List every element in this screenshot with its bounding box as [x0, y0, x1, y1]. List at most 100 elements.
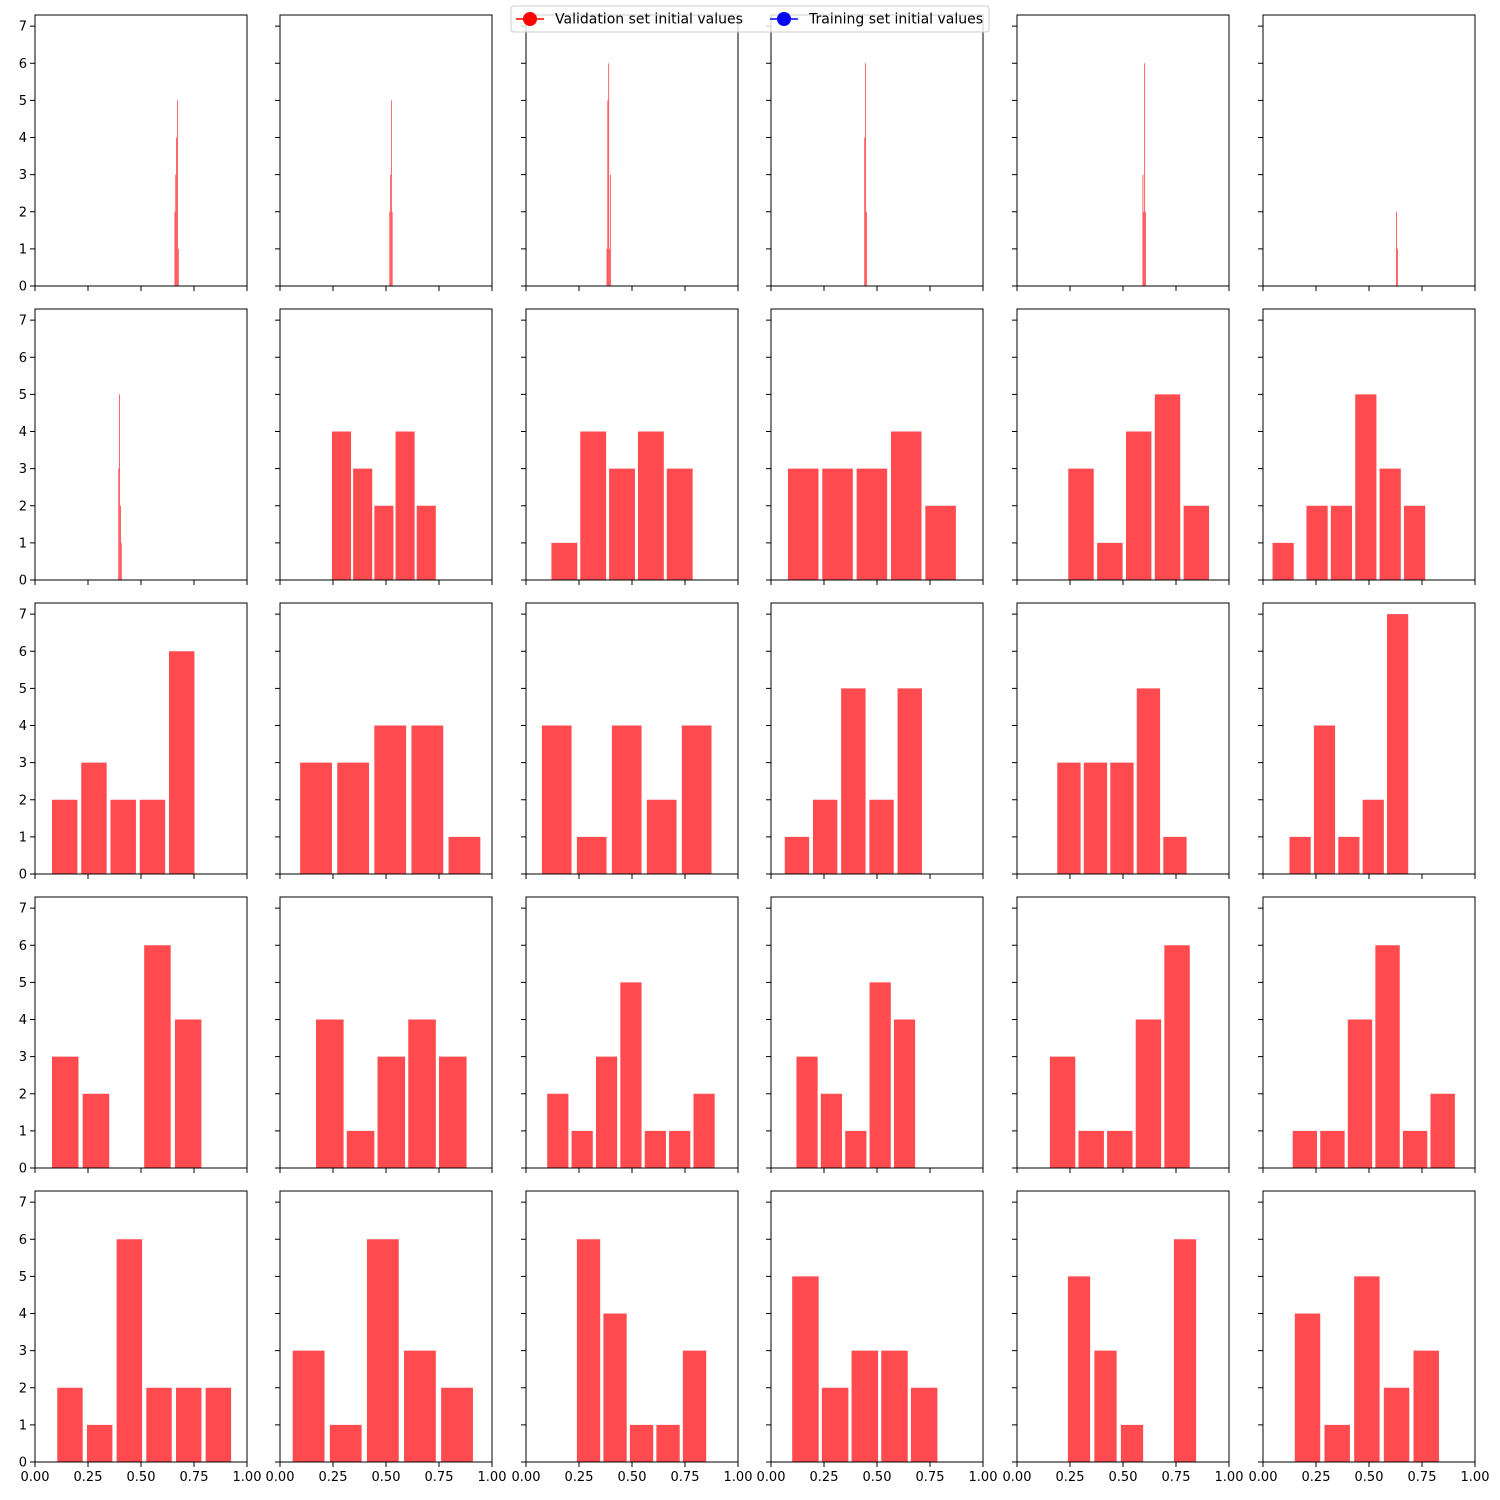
histogram-bar [1145, 211, 1146, 286]
histogram-bar [175, 174, 177, 286]
histogram-bar [608, 63, 610, 287]
histogram-bar [168, 651, 195, 874]
histogram-bar [851, 1350, 879, 1462]
histogram-bar [1396, 211, 1397, 286]
histogram-bar [1330, 505, 1353, 580]
y-tick-label: 2 [19, 205, 27, 220]
histogram-bar [1068, 468, 1094, 580]
subplot-r3-c6 [1258, 602, 1476, 879]
histogram-bar [865, 211, 867, 286]
subplot-r2-c6 [1258, 308, 1476, 585]
histogram-bar [389, 211, 391, 286]
histogram-bar [1107, 1130, 1133, 1168]
histogram-bar [603, 1313, 627, 1462]
histogram-bar [416, 505, 436, 580]
y-tick-label: 3 [19, 1050, 27, 1065]
histogram-bar [606, 248, 608, 286]
histogram-bar [784, 836, 810, 874]
histogram-bar [821, 1387, 849, 1462]
x-tick-label: 0.00 [21, 1470, 50, 1485]
y-tick-label: 3 [19, 1344, 27, 1359]
subplot-r4-c4 [766, 896, 984, 1173]
y-tick-label: 4 [19, 719, 27, 734]
histogram-bar [1313, 725, 1336, 874]
histogram-bar [864, 137, 866, 286]
x-tick-label: 0.75 [1162, 1470, 1191, 1485]
y-tick-label: 6 [19, 1233, 27, 1248]
y-tick-label: 1 [19, 242, 27, 257]
histogram-bar [1362, 799, 1384, 874]
histogram-bar [57, 1387, 83, 1462]
histogram-bar [329, 1424, 362, 1462]
histogram-bar [448, 836, 481, 874]
subplot-r3-c5 [1012, 602, 1230, 879]
histogram-bar [390, 174, 392, 286]
x-tick-label: 0.25 [319, 1470, 348, 1485]
x-tick-label: 0.25 [74, 1470, 103, 1485]
histogram-bar [337, 762, 370, 874]
y-tick-label: 2 [19, 1381, 27, 1396]
x-tick-label: 1.00 [724, 1470, 753, 1485]
histogram-bar [1403, 505, 1426, 580]
x-tick-label: 0.25 [1302, 1470, 1331, 1485]
histogram-bar [1125, 431, 1152, 580]
histogram-bar [890, 431, 922, 580]
histogram-bar [1402, 1130, 1428, 1168]
histogram-bar [576, 836, 607, 874]
y-tick-label: 3 [19, 462, 27, 477]
histogram-bar [408, 1019, 436, 1168]
x-tick-label: 0.75 [1408, 1470, 1437, 1485]
y-tick-label: 4 [19, 425, 27, 440]
histogram-bar [1375, 945, 1400, 1168]
x-tick-label: 0.25 [565, 1470, 594, 1485]
histogram-bar [1110, 762, 1134, 874]
subplot-r5-c5: 0.00 0.25 0.50 0.75 1.00 [1003, 1190, 1243, 1485]
histogram-bar [869, 982, 891, 1168]
histogram-bar [1383, 1387, 1410, 1462]
histogram-bar [1136, 688, 1161, 874]
x-tick-label: 0.50 [618, 1470, 647, 1485]
histogram-bar [1078, 1130, 1104, 1168]
y-tick-label: 5 [19, 682, 27, 697]
y-tick-label: 6 [19, 645, 27, 660]
histogram-bar [374, 725, 407, 874]
histogram-bar [1292, 1130, 1318, 1168]
histogram-bar [607, 100, 609, 286]
histogram-bar [1144, 63, 1146, 287]
y-tick-label: 2 [19, 1087, 27, 1102]
y-tick-label: 1 [19, 1124, 27, 1139]
legend-label-validation: Validation set initial values [555, 12, 743, 28]
histogram-bar [551, 542, 578, 580]
histogram-bar [177, 100, 178, 286]
subplot-r3-c2 [275, 602, 493, 879]
histogram-bar [1154, 394, 1181, 580]
histogram-bar [1142, 174, 1144, 286]
histogram-bar [391, 211, 393, 286]
histogram-bar [1135, 1019, 1162, 1168]
histogram-bar [925, 505, 956, 580]
histogram-bar [1430, 1093, 1455, 1168]
histogram-bar [51, 799, 78, 874]
histogram-bar [1387, 614, 1409, 874]
x-tick-label: 0.00 [757, 1470, 786, 1485]
y-tick-label: 4 [19, 1013, 27, 1028]
histogram-bar [374, 505, 394, 580]
legend-label-training: Training set initial values [808, 12, 983, 28]
legend-marker-validation [523, 12, 537, 26]
histogram-bar [177, 248, 179, 286]
histogram-bar [205, 1387, 232, 1462]
x-tick-label: 1.00 [478, 1470, 507, 1485]
histogram-bar [609, 174, 611, 286]
histogram-bar [176, 137, 178, 286]
x-tick-label: 0.00 [512, 1470, 541, 1485]
subplot-r2-c2 [275, 308, 493, 585]
y-tick-label: 4 [19, 1307, 27, 1322]
histogram-bar [1413, 1350, 1439, 1462]
histogram-bar [353, 468, 373, 580]
histogram-bar [1289, 836, 1311, 874]
y-tick-label: 7 [19, 314, 27, 329]
x-tick-label: 0.50 [1355, 1470, 1384, 1485]
x-tick-label: 0.75 [425, 1470, 454, 1485]
subplot-r5-c3: 0.00 0.25 0.50 0.75 1.00 [512, 1190, 753, 1485]
